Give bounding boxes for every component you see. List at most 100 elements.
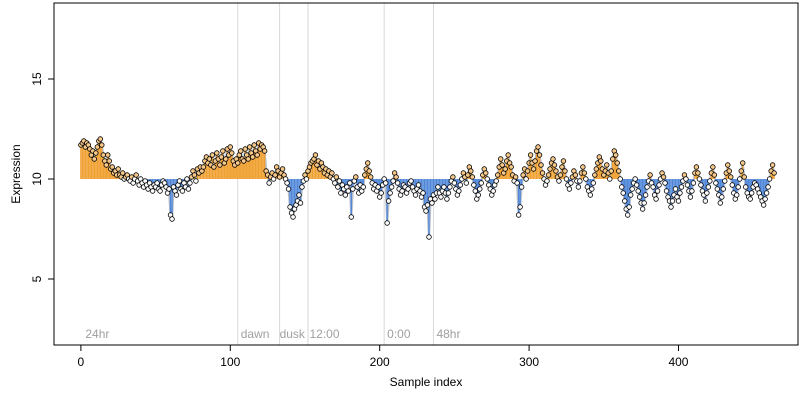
data-point	[223, 156, 229, 162]
data-point	[647, 172, 653, 178]
data-point	[342, 192, 349, 198]
data-point	[726, 168, 732, 174]
data-point	[762, 196, 768, 202]
data-point	[690, 180, 697, 186]
data-point	[100, 152, 107, 158]
data-point	[360, 184, 366, 190]
data-point	[616, 168, 622, 174]
data-point	[711, 172, 718, 178]
data-point	[296, 192, 302, 198]
x-axis-label: Sample index	[390, 375, 463, 389]
data-point	[707, 178, 713, 184]
data-point	[173, 192, 180, 198]
data-point	[209, 152, 216, 158]
data-point	[235, 160, 241, 166]
data-point	[335, 184, 341, 190]
data-point	[633, 182, 640, 188]
data-point	[608, 168, 614, 174]
data-point	[99, 142, 105, 148]
data-point	[572, 172, 579, 178]
plot-frame	[53, 2, 799, 346]
data-point	[747, 196, 753, 202]
data-point	[617, 176, 623, 182]
data-point	[97, 136, 104, 142]
data-point	[157, 188, 163, 194]
data-point	[348, 214, 355, 220]
data-point	[693, 164, 700, 170]
data-point	[238, 148, 244, 154]
data-point	[714, 186, 721, 192]
data-point	[514, 180, 520, 186]
data-point	[544, 178, 550, 184]
data-point	[738, 168, 744, 174]
data-point	[771, 170, 777, 176]
data-point	[636, 194, 643, 200]
data-point	[668, 204, 674, 210]
data-point	[677, 190, 683, 196]
data-point	[587, 192, 594, 198]
data-point	[287, 204, 293, 210]
data-point	[502, 166, 508, 172]
data-point	[385, 198, 392, 204]
data-point	[469, 174, 476, 180]
data-point	[465, 172, 471, 178]
data-point	[338, 190, 344, 196]
data-point	[200, 164, 207, 170]
data-point	[91, 156, 98, 162]
data-point	[445, 190, 452, 196]
data-point	[179, 188, 186, 194]
data-point	[227, 144, 233, 150]
data-point	[176, 178, 183, 184]
data-point	[378, 190, 384, 196]
data-point	[663, 188, 670, 194]
data-point	[169, 216, 175, 222]
data-point	[347, 180, 353, 186]
data-point	[683, 176, 689, 182]
data-point	[365, 160, 371, 166]
x-tick-label: 300	[519, 355, 539, 369]
data-point	[743, 184, 749, 190]
phase-label: 48hr	[436, 327, 460, 341]
data-point	[490, 188, 496, 194]
data-point	[375, 184, 381, 190]
data-point	[388, 184, 395, 190]
data-point	[592, 172, 598, 178]
data-point	[532, 158, 538, 164]
data-point	[217, 162, 223, 168]
data-point	[499, 162, 505, 168]
data-point	[530, 166, 537, 172]
y-tick-label: 10	[30, 172, 44, 186]
data-point	[435, 184, 441, 190]
data-point	[675, 198, 682, 204]
data-point	[604, 162, 610, 168]
data-point	[632, 176, 638, 182]
data-point	[477, 186, 483, 192]
data-point	[242, 146, 248, 152]
data-point	[471, 182, 477, 188]
data-point	[517, 204, 523, 210]
data-point	[109, 164, 115, 170]
data-point	[741, 174, 747, 180]
data-point	[249, 154, 256, 160]
data-point	[429, 200, 435, 206]
data-point	[695, 170, 701, 176]
data-point	[345, 188, 352, 194]
data-point	[412, 192, 419, 198]
data-point	[290, 214, 296, 220]
data-point	[484, 176, 490, 182]
data-point	[438, 194, 444, 200]
data-point	[678, 184, 685, 190]
data-point	[115, 166, 121, 172]
data-point	[763, 190, 770, 196]
data-point	[669, 198, 676, 204]
data-point	[106, 158, 112, 164]
data-point	[285, 186, 292, 192]
data-point	[366, 168, 372, 174]
data-point	[393, 174, 399, 180]
data-point	[475, 192, 481, 198]
y-axis: 5 10 15	[30, 72, 54, 282]
data-point	[662, 180, 668, 186]
data-point	[218, 154, 225, 160]
data-point	[394, 180, 401, 186]
data-point	[607, 176, 613, 182]
